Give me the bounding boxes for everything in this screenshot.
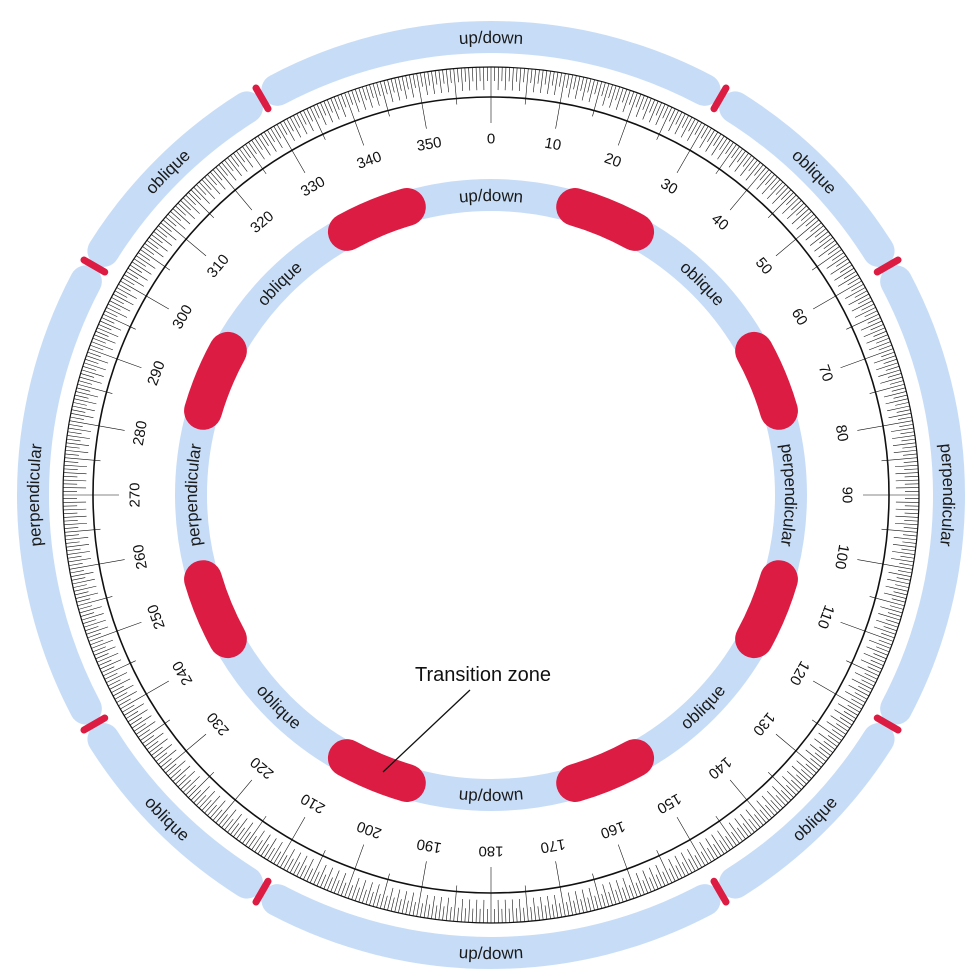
up-down-zone-label: up/down: [458, 185, 524, 206]
degree-label-290: 290: [144, 359, 169, 388]
inner-transition-zone: [327, 188, 426, 251]
degree-label-250: 250: [144, 602, 169, 631]
up-down-zone-label: up/down: [458, 27, 523, 47]
callout-label: Transition zone: [415, 664, 551, 686]
degree-label-20: 20: [602, 150, 623, 172]
degree-label-120: 120: [786, 658, 813, 688]
perpendicular-inner-zone: [175, 406, 216, 584]
scale-tick-marks: [63, 67, 919, 923]
degree-label-190: 190: [415, 835, 443, 856]
outer-transition-marker: [80, 256, 109, 276]
perpendicular-zone-label: perpendicular: [23, 442, 45, 547]
degree-label-50: 50: [752, 254, 776, 278]
degree-label-330: 330: [298, 173, 328, 200]
inner-transition-zone: [327, 739, 426, 802]
degree-label-160: 160: [598, 817, 627, 842]
degree-label-280: 280: [130, 419, 151, 447]
callout-leader-line: [382, 689, 471, 773]
outer-transition-marker: [873, 714, 902, 734]
degree-label-320: 320: [247, 208, 277, 237]
up-down-outer-zone: [261, 21, 721, 106]
perpendicular-inner-zone: [766, 406, 807, 584]
oblique-inner-zone: [629, 221, 765, 357]
degree-label-260: 260: [130, 543, 151, 571]
degree-label-340: 340: [355, 148, 384, 173]
degree-label-350: 350: [415, 134, 443, 155]
degree-label-270: 270: [127, 482, 144, 507]
degree-label-0: 0: [487, 131, 495, 148]
up-down-outer-zone: [261, 884, 721, 969]
oblique-outer-zone: [87, 91, 263, 267]
oblique-inner-zone: [217, 633, 353, 769]
inner-transition-zone: [735, 560, 798, 659]
up-down-inner-zone: [402, 179, 580, 220]
outer-transition-marker: [80, 714, 109, 734]
oblique-outer-zone: [719, 723, 895, 899]
oblique-inner-zone: [217, 221, 353, 357]
up-down-zone-label: up/down: [458, 784, 524, 805]
outer-zone-ring: up/downobliqueperpendicularobliqueup/dow…: [17, 21, 965, 969]
perpendicular-zone-label: perpendicular: [181, 442, 204, 548]
inner-transition-zone: [556, 188, 655, 251]
outer-transition-marker: [252, 84, 272, 113]
degree-label-200: 200: [355, 817, 384, 842]
inner-transition-zone: [556, 739, 655, 802]
degree-label-30: 30: [658, 175, 681, 198]
inner-zone-ring: up/downobliqueperpendicularobliqueup/dow…: [175, 179, 807, 811]
transition-zone-callout: Transition zone: [382, 664, 551, 773]
oblique-outer-zone: [87, 723, 263, 899]
degree-label-170: 170: [539, 835, 567, 856]
perpendicular-zone-label: perpendicular: [937, 443, 959, 548]
outer-transition-marker: [252, 877, 272, 906]
degree-label-70: 70: [815, 362, 837, 383]
outer-transition-marker: [873, 256, 902, 276]
degree-label-220: 220: [247, 753, 277, 782]
degree-label-300: 300: [169, 302, 196, 332]
degree-label-140: 140: [705, 753, 735, 782]
degree-label-130: 130: [749, 709, 778, 739]
degree-label-310: 310: [204, 251, 233, 281]
degree-label-150: 150: [654, 790, 684, 817]
inner-transition-zone: [184, 560, 247, 659]
degree-label-40: 40: [708, 210, 732, 234]
up-down-inner-zone: [402, 770, 580, 811]
degree-label-10: 10: [543, 135, 562, 155]
inner-transition-zone: [184, 331, 247, 430]
oblique-inner-zone: [629, 633, 765, 769]
degree-label-60: 60: [788, 306, 811, 329]
degree-label-90: 90: [839, 487, 856, 504]
oblique-outer-zone: [719, 91, 895, 267]
degree-scale: 0 10 20 30 40 50 60 70 80 90 100 110 120 130 140 150 160…: [62, 66, 920, 924]
up-down-zone-label: up/down: [458, 942, 523, 962]
degree-label-80: 80: [832, 423, 852, 442]
outer-transition-marker: [710, 877, 730, 906]
degree-label-240: 240: [169, 658, 196, 688]
outer-transition-marker: [710, 84, 730, 113]
degree-label-230: 230: [204, 709, 233, 739]
inner-transition-zone: [735, 331, 798, 430]
degree-label-210: 210: [298, 790, 328, 817]
degree-label-110: 110: [813, 603, 837, 631]
perpendicular-outer-zone: [880, 265, 965, 725]
degree-label-100: 100: [831, 543, 852, 571]
degree-label-180: 180: [478, 843, 503, 860]
perpendicular-zone-label: perpendicular: [777, 442, 800, 548]
perpendicular-outer-zone: [17, 265, 102, 725]
